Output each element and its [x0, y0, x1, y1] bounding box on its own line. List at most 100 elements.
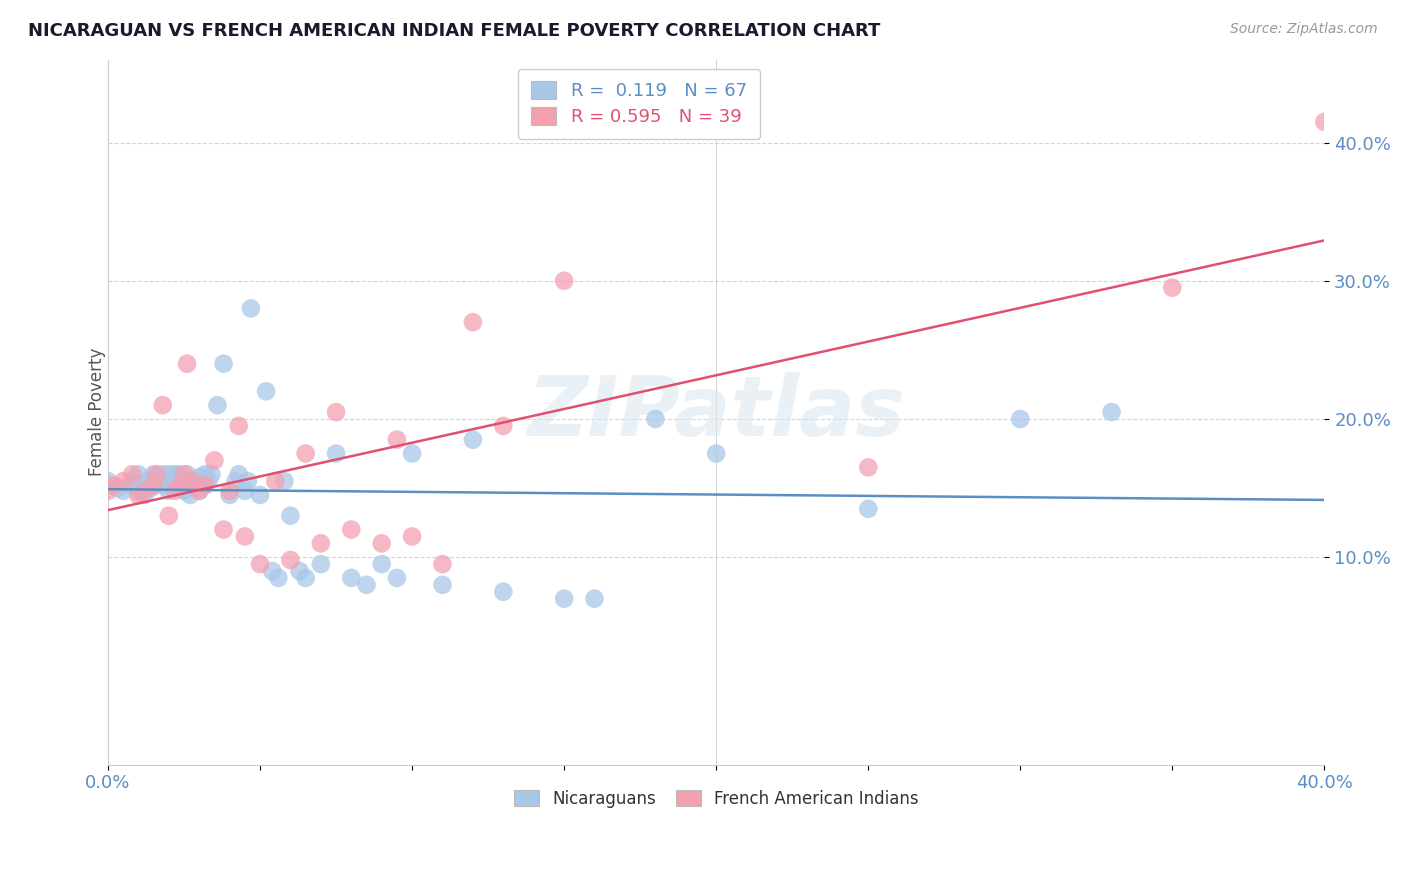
- Text: Source: ZipAtlas.com: Source: ZipAtlas.com: [1230, 22, 1378, 37]
- Point: [461, 433, 484, 447]
- Point: [432, 557, 454, 571]
- Point: [212, 523, 235, 537]
- Point: [264, 474, 287, 488]
- Point: [262, 564, 284, 578]
- Point: [288, 564, 311, 578]
- Point: [139, 481, 162, 495]
- Point: [142, 478, 165, 492]
- Point: [121, 474, 143, 488]
- Point: [1313, 115, 1336, 129]
- Point: [179, 488, 201, 502]
- Point: [173, 474, 195, 488]
- Point: [157, 474, 180, 488]
- Point: [218, 488, 240, 502]
- Point: [176, 467, 198, 482]
- Point: [127, 467, 149, 482]
- Point: [325, 446, 347, 460]
- Point: [1101, 405, 1123, 419]
- Point: [280, 508, 302, 523]
- Point: [704, 446, 727, 460]
- Point: [239, 301, 262, 316]
- Point: [97, 474, 120, 488]
- Point: [370, 536, 392, 550]
- Point: [273, 474, 295, 488]
- Point: [325, 405, 347, 419]
- Point: [340, 571, 363, 585]
- Point: [309, 557, 332, 571]
- Point: [121, 467, 143, 482]
- Point: [105, 481, 128, 495]
- Point: [163, 467, 186, 482]
- Point: [1010, 412, 1032, 426]
- Point: [228, 418, 250, 433]
- Point: [204, 453, 226, 467]
- Point: [142, 467, 165, 482]
- Point: [163, 474, 186, 488]
- Point: [152, 398, 174, 412]
- Point: [294, 571, 316, 585]
- Point: [370, 557, 392, 571]
- Point: [173, 467, 195, 482]
- Point: [181, 474, 204, 488]
- Point: [340, 523, 363, 537]
- Point: [194, 467, 217, 482]
- Point: [432, 578, 454, 592]
- Point: [401, 446, 423, 460]
- Legend: Nicaraguans, French American Indians: Nicaraguans, French American Indians: [505, 781, 927, 816]
- Point: [294, 446, 316, 460]
- Point: [197, 474, 219, 488]
- Point: [492, 584, 515, 599]
- Point: [200, 467, 222, 482]
- Point: [176, 357, 198, 371]
- Point: [233, 529, 256, 543]
- Point: [127, 483, 149, 498]
- Point: [157, 467, 180, 482]
- Point: [112, 474, 135, 488]
- Point: [134, 488, 156, 502]
- Point: [191, 478, 214, 492]
- Point: [157, 508, 180, 523]
- Point: [194, 478, 217, 492]
- Point: [149, 474, 172, 488]
- Point: [401, 529, 423, 543]
- Point: [249, 488, 271, 502]
- Point: [356, 578, 378, 592]
- Point: [142, 478, 165, 492]
- Point: [163, 483, 186, 498]
- Point: [644, 412, 666, 426]
- Point: [249, 557, 271, 571]
- Point: [385, 433, 408, 447]
- Point: [267, 571, 290, 585]
- Point: [385, 571, 408, 585]
- Point: [461, 315, 484, 329]
- Point: [309, 536, 332, 550]
- Point: [207, 398, 229, 412]
- Point: [118, 478, 141, 492]
- Point: [553, 274, 575, 288]
- Point: [103, 478, 125, 492]
- Text: ZIPatlas: ZIPatlas: [527, 372, 905, 452]
- Point: [112, 483, 135, 498]
- Point: [225, 474, 247, 488]
- Point: [553, 591, 575, 606]
- Point: [1161, 280, 1184, 294]
- Text: NICARAGUAN VS FRENCH AMERICAN INDIAN FEMALE POVERTY CORRELATION CHART: NICARAGUAN VS FRENCH AMERICAN INDIAN FEM…: [28, 22, 880, 40]
- Point: [212, 357, 235, 371]
- Point: [145, 470, 167, 484]
- Point: [188, 483, 211, 498]
- Point: [97, 483, 120, 498]
- Point: [160, 478, 183, 492]
- Point: [858, 501, 880, 516]
- Point: [188, 483, 211, 498]
- Point: [152, 478, 174, 492]
- Point: [254, 384, 277, 399]
- Y-axis label: Female Poverty: Female Poverty: [89, 348, 105, 476]
- Point: [157, 483, 180, 498]
- Point: [152, 467, 174, 482]
- Point: [233, 483, 256, 498]
- Point: [170, 478, 193, 492]
- Point: [218, 483, 240, 498]
- Point: [181, 474, 204, 488]
- Point: [228, 467, 250, 482]
- Point: [136, 474, 159, 488]
